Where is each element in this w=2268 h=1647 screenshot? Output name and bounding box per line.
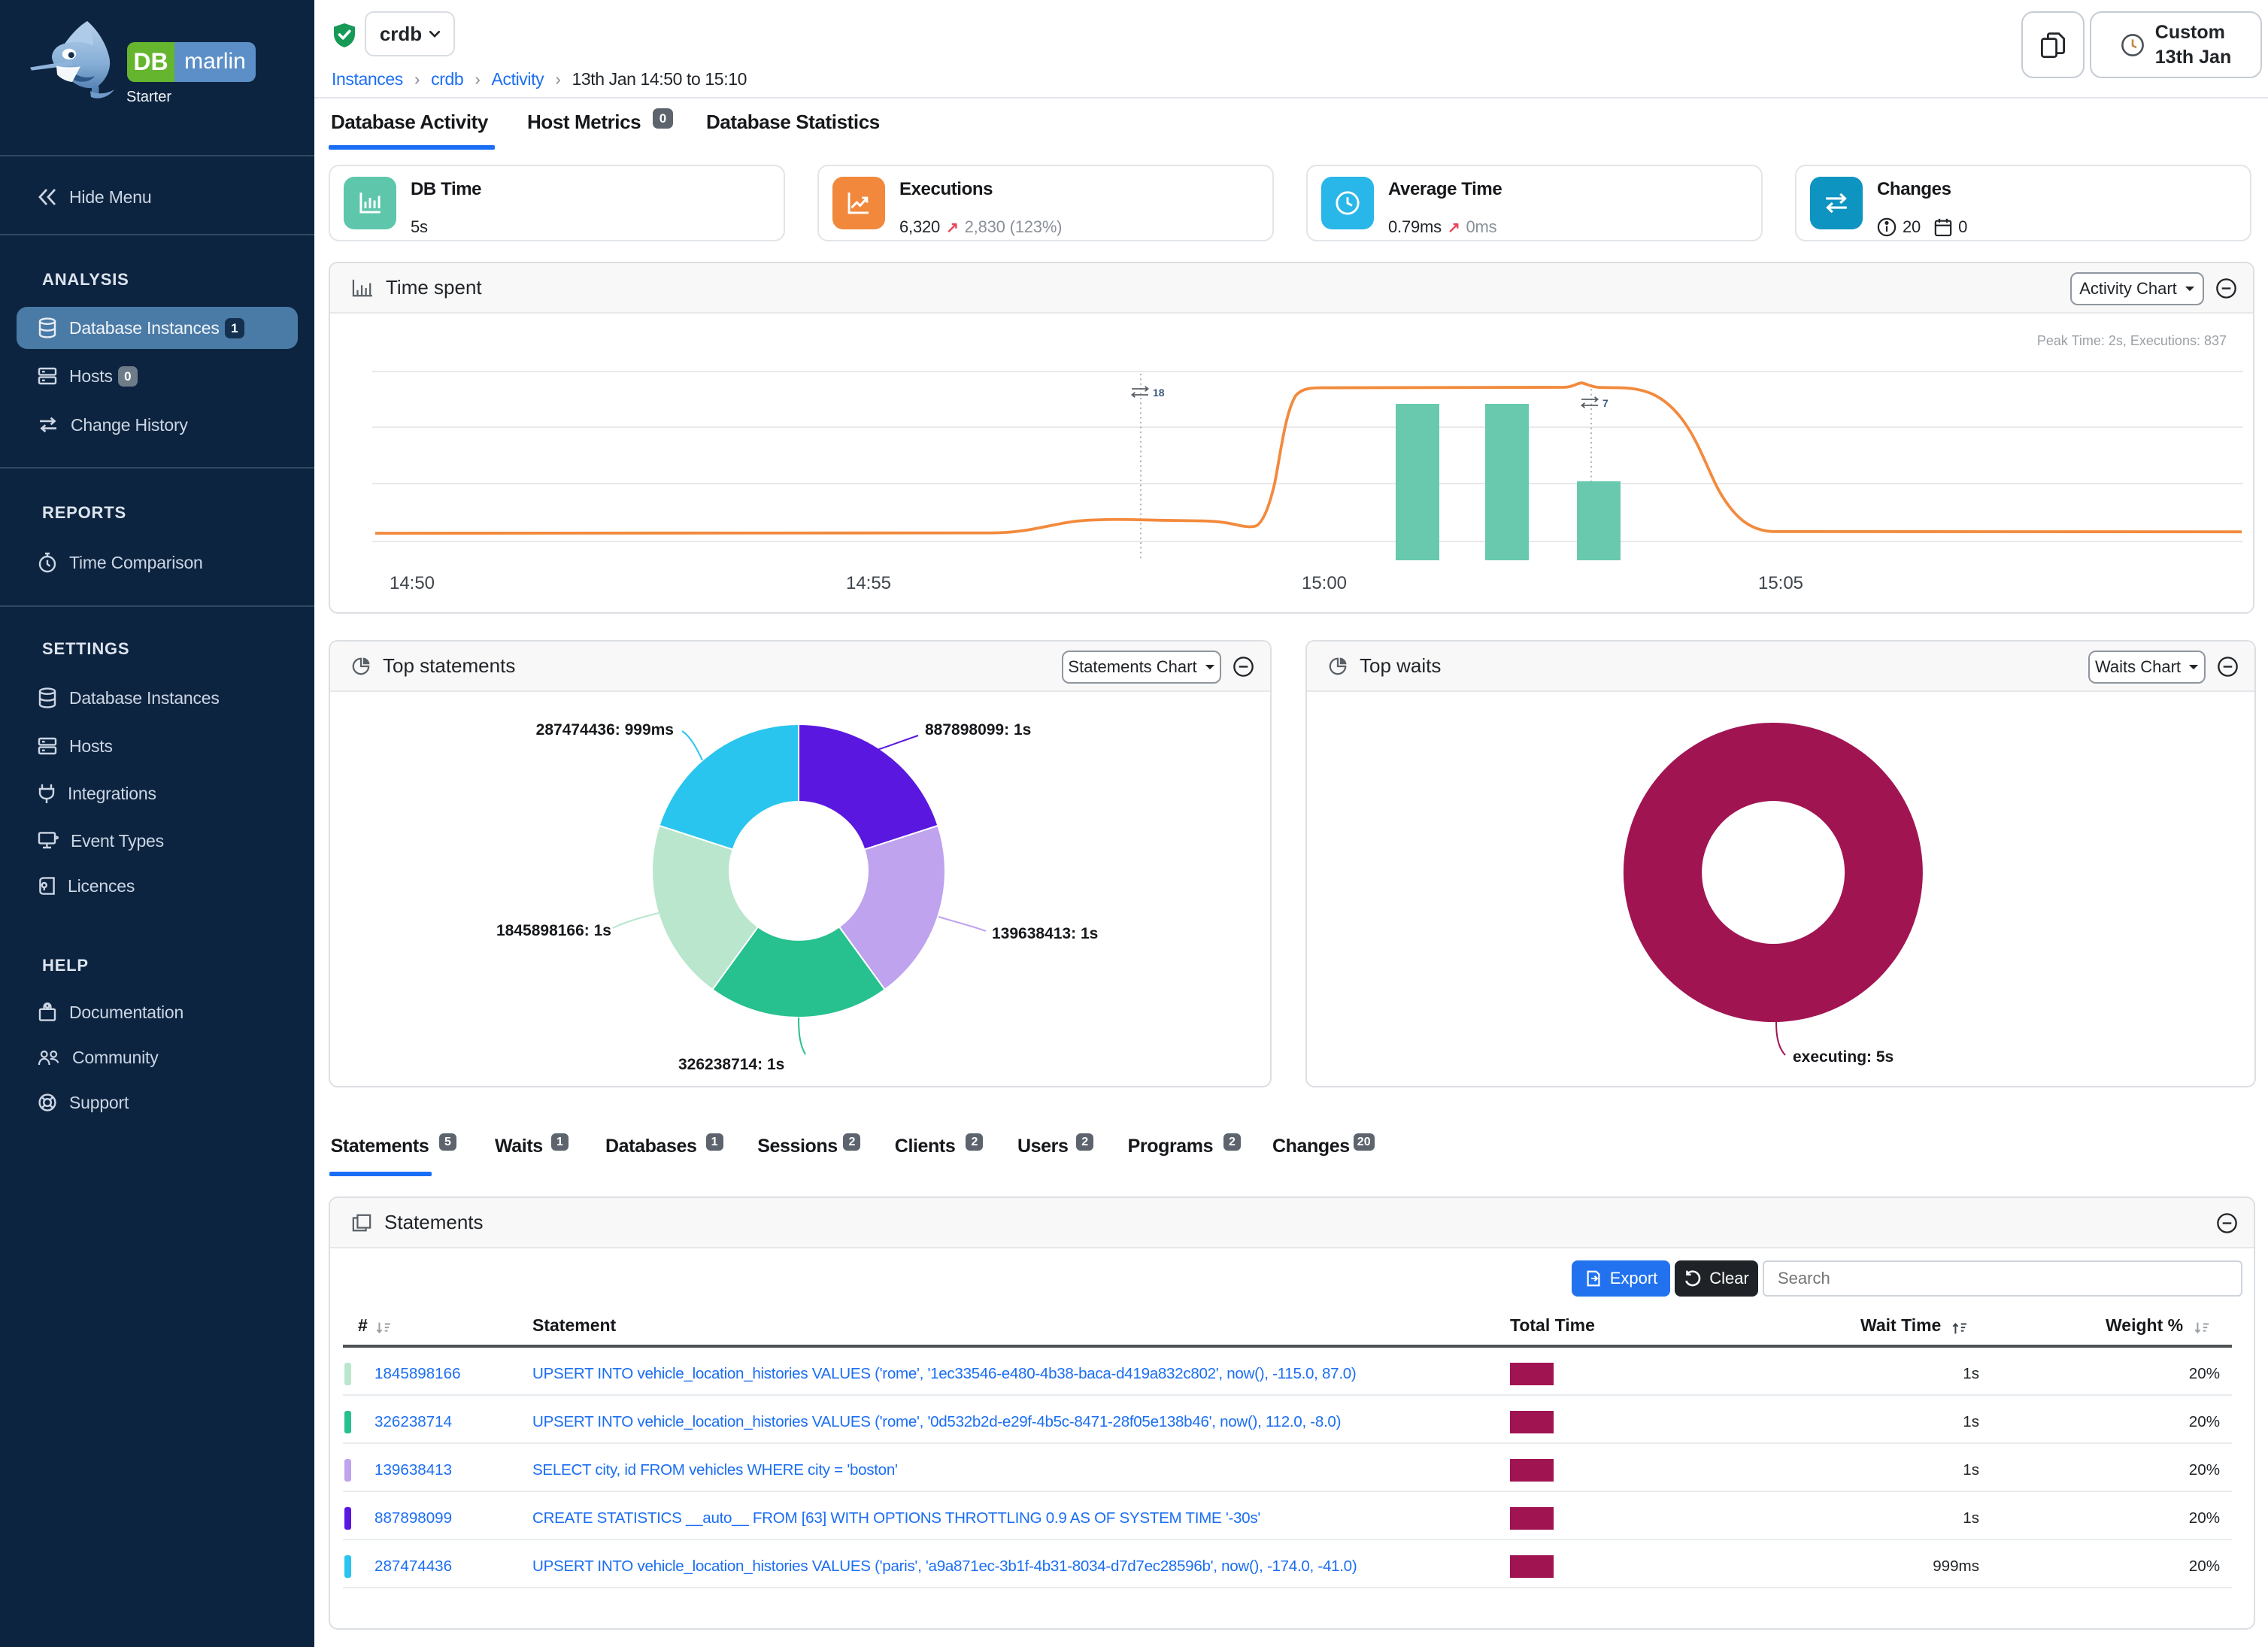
svg-text:139638413: 1s: 139638413: 1s <box>992 925 1098 942</box>
svg-text:7: 7 <box>1602 397 1609 409</box>
svg-text:14:55: 14:55 <box>846 573 891 593</box>
svg-text:15:05: 15:05 <box>1758 573 1803 593</box>
svg-text:15:00: 15:00 <box>1302 573 1347 593</box>
svg-text:Peak Time: 2s, Executions: 837: Peak Time: 2s, Executions: 837 <box>2037 333 2227 348</box>
svg-text:887898099: 1s: 887898099: 1s <box>925 721 1031 739</box>
svg-text:326238714: 1s: 326238714: 1s <box>678 1056 784 1073</box>
svg-text:1845898166: 1s: 1845898166: 1s <box>496 922 611 939</box>
svg-text:executing: 5s: executing: 5s <box>1793 1048 1894 1066</box>
svg-text:14:50: 14:50 <box>390 573 435 593</box>
svg-text:287474436: 999ms: 287474436: 999ms <box>536 721 674 739</box>
svg-text:18: 18 <box>1153 387 1165 399</box>
